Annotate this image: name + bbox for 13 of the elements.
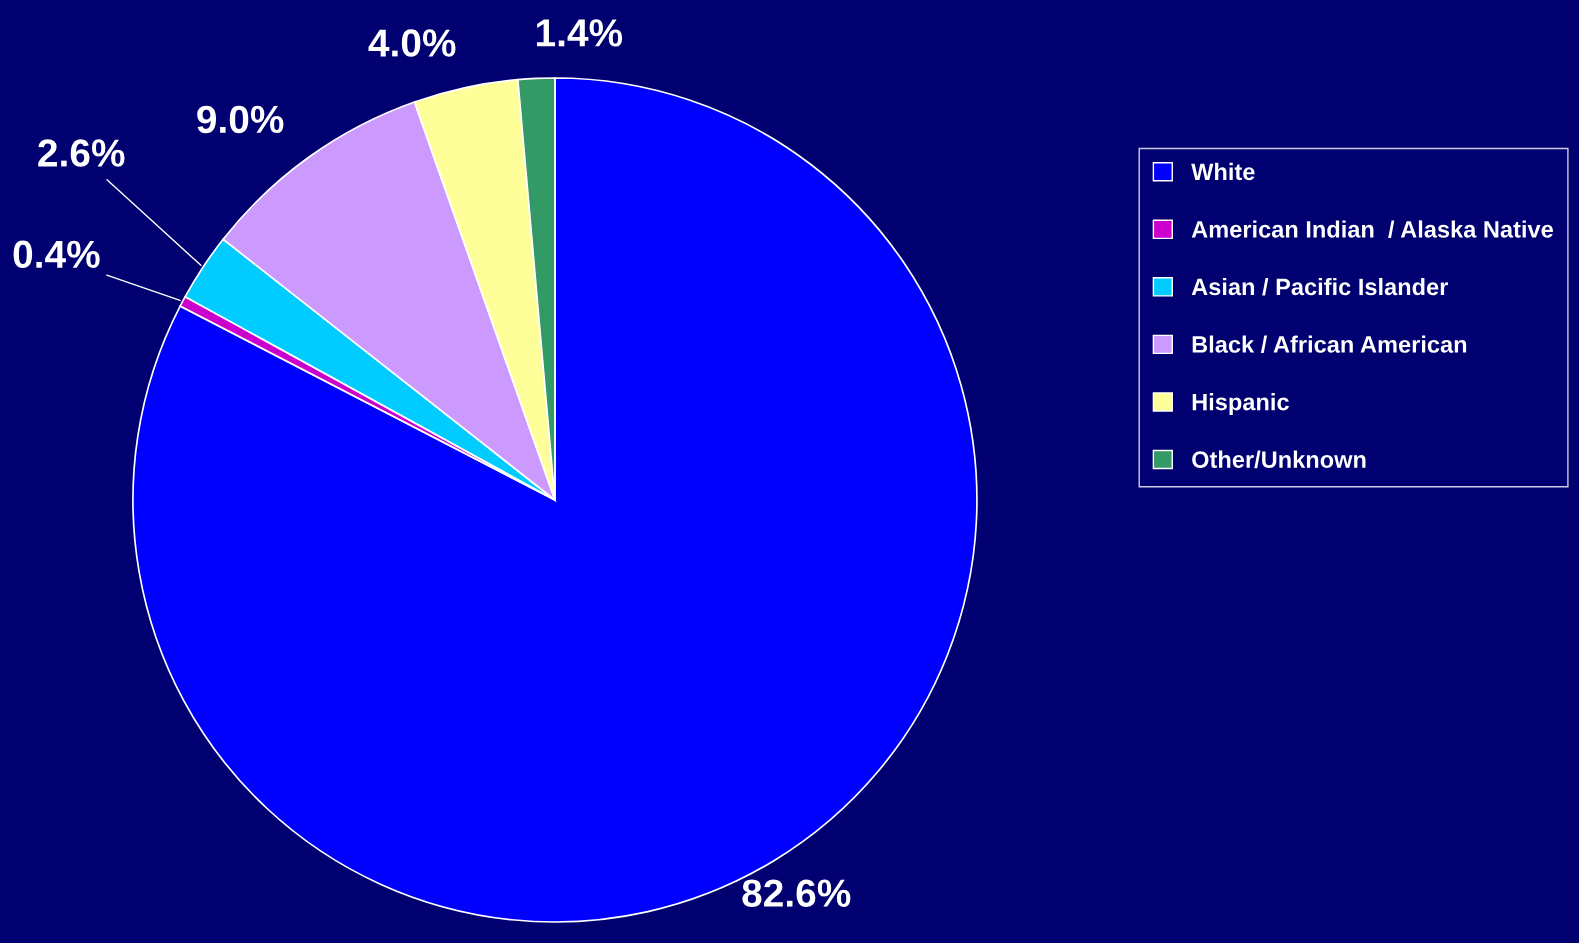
legend-label: Asian / Pacific Islander [1191,277,1449,296]
legend-label: Other/Unknown [1192,450,1366,469]
pie-slice [132,77,978,923]
legend-label: Black / African American [1192,335,1467,354]
data-label: 0.4% [13,240,100,269]
legend-label: American Indian / Alaska Native [1191,220,1553,238]
data-label: 82.6% [742,879,851,907]
data-label: 9.0% [197,105,284,134]
data-label: 1.4% [536,19,623,47]
data-label: 2.6% [38,139,125,167]
legend-label: Hispanic [1192,393,1289,416]
data-label: 4.0% [368,29,456,57]
legend-label: White [1191,162,1255,181]
